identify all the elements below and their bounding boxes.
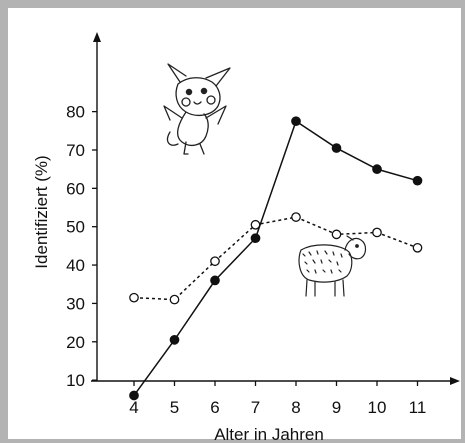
y-tick-label: 70: [66, 141, 85, 160]
series-2-point: [331, 229, 342, 240]
y-tick-label: 20: [66, 333, 85, 352]
series-2-point: [412, 242, 423, 253]
y-tick-label: 30: [66, 294, 85, 313]
series-2-point: [372, 227, 382, 238]
y-tick-label: 60: [66, 179, 85, 198]
series-1-point: [169, 335, 180, 345]
y-tick-label: 50: [66, 218, 85, 237]
series-1-point: [291, 116, 301, 127]
y-axis-label: Identifiziert (%): [32, 155, 51, 268]
y-axis-arrow: [93, 32, 101, 42]
x-tick-label: 10: [368, 398, 387, 417]
series-2-point: [129, 292, 139, 303]
pikachu-icon: [163, 63, 231, 155]
series-layer: [129, 116, 423, 401]
series-1-point: [210, 275, 220, 286]
y-tick-label: 10: [66, 371, 85, 390]
x-tick-label: 6: [210, 398, 219, 417]
x-tick-label: 7: [251, 398, 260, 417]
y-tick-label: 80: [66, 103, 85, 122]
x-tick-label: 11: [409, 398, 427, 417]
series-2-line: [133, 216, 418, 301]
series-1-point: [331, 143, 342, 153]
series-1-point: [412, 175, 423, 186]
y-tick-label: 40: [66, 256, 85, 275]
series-2-point: [210, 256, 220, 267]
series-1-point: [129, 390, 139, 401]
series-1-point: [250, 233, 261, 244]
x-axis-arrow: [450, 377, 460, 385]
x-tick-label: 5: [170, 398, 179, 417]
series-1-point: [372, 164, 382, 175]
sheep-icon: [298, 235, 367, 297]
series-2-point: [169, 294, 180, 305]
x-tick-label: 8: [291, 398, 300, 417]
series-2-point: [291, 212, 301, 222]
x-axis-label: Alter in Jahren: [214, 425, 324, 443]
x-tick-label: 9: [332, 398, 341, 417]
axes: 10 20 30 40 50 60 70 80 4 5 6 7 8 9 10 11 Alter in Jahre…: [32, 32, 460, 443]
series-2-point: [250, 219, 261, 230]
series-1-line: [133, 120, 418, 396]
x-tick-label: 4: [129, 398, 138, 417]
